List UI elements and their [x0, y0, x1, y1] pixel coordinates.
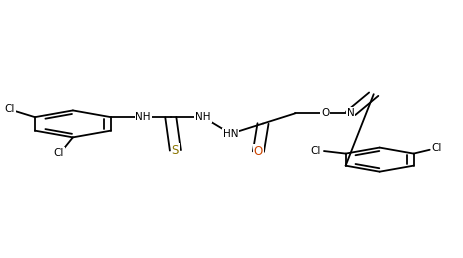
Text: Cl: Cl — [431, 143, 441, 154]
Text: Cl: Cl — [4, 104, 15, 114]
Text: O: O — [320, 108, 329, 118]
Text: NH: NH — [195, 112, 210, 122]
Text: N: N — [346, 108, 354, 118]
Text: HN: HN — [223, 129, 238, 139]
Text: S: S — [171, 144, 179, 157]
Text: O: O — [253, 145, 263, 158]
Text: NH: NH — [135, 112, 150, 122]
Text: Cl: Cl — [310, 146, 320, 156]
Text: Cl: Cl — [54, 148, 64, 158]
